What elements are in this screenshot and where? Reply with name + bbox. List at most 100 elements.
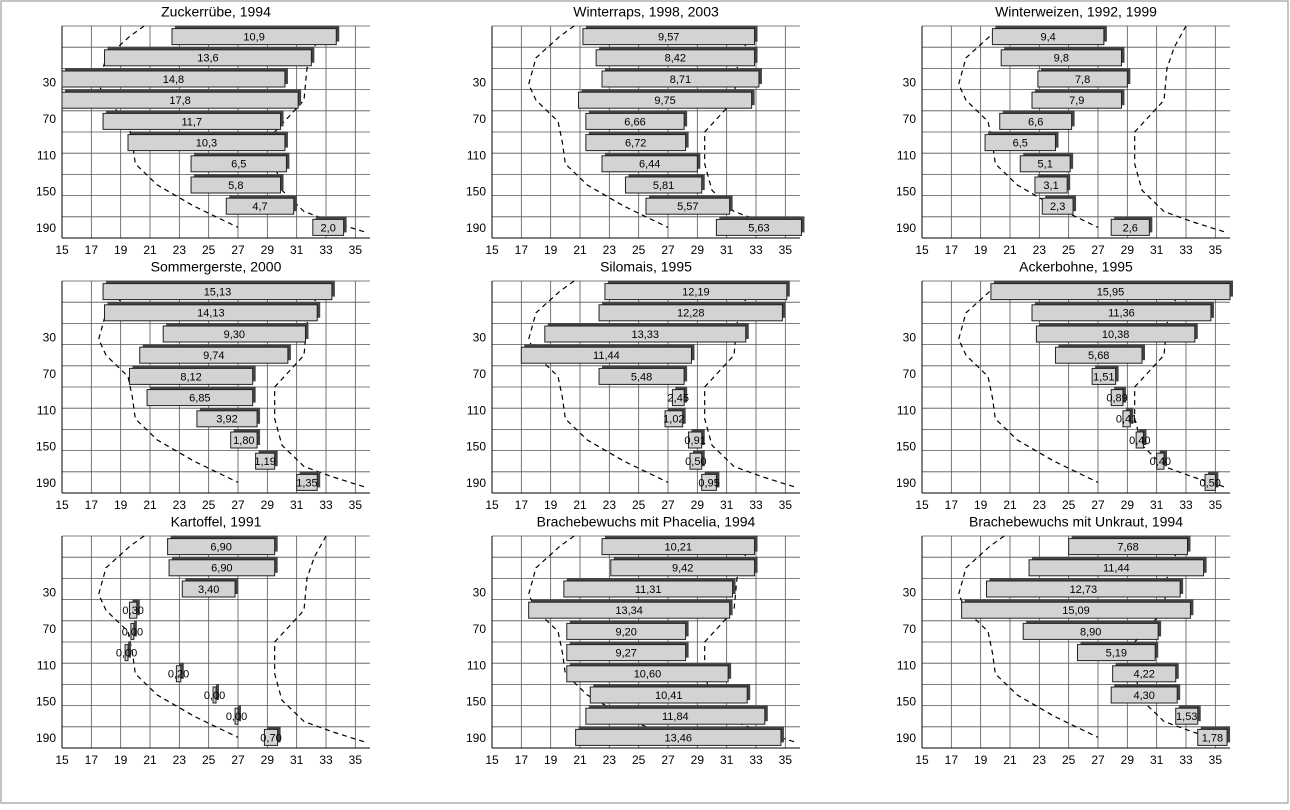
x-tick-label: 23 [1033, 753, 1047, 767]
x-tick-label: 35 [1209, 498, 1223, 512]
value-label: 5,19 [1106, 648, 1127, 660]
x-tick-label: 29 [1121, 753, 1135, 767]
value-label: 6,6 [1028, 116, 1043, 128]
y-tick-label: 110 [467, 148, 486, 162]
x-tick-label: 19 [544, 243, 558, 257]
value-label: 7,9 [1069, 95, 1084, 107]
bar [168, 559, 276, 577]
x-tick-label: 15 [485, 243, 499, 257]
y-tick-label: 190 [896, 221, 916, 235]
y-tick-label: 110 [897, 403, 916, 417]
value-label: 10,41 [655, 690, 683, 702]
value-label: 1,78 [1202, 732, 1223, 744]
y-tick-label: 150 [36, 695, 56, 709]
envelope-line [958, 535, 1099, 738]
x-tick-label: 35 [779, 498, 793, 512]
bar [604, 283, 788, 301]
value-label: 0,91 [684, 435, 705, 447]
y-tick-label: 70 [43, 622, 57, 636]
value-label: 3,40 [198, 584, 219, 596]
bar [312, 218, 345, 236]
bar [1197, 728, 1228, 746]
bar [610, 559, 756, 577]
x-tick-label: 21 [1003, 498, 1017, 512]
value-label: 17,8 [169, 95, 190, 107]
x-tick-label: 19 [974, 498, 988, 512]
value-label: 7,68 [1117, 542, 1138, 554]
x-tick-label: 19 [974, 243, 988, 257]
y-tick-label: 150 [896, 440, 916, 454]
bar [601, 538, 756, 556]
y-tick-label: 30 [473, 75, 487, 89]
value-label: 1,02 [663, 414, 684, 426]
x-tick-label: 23 [1033, 243, 1047, 257]
x-tick-label: 21 [573, 753, 587, 767]
bar [1000, 49, 1122, 67]
x-tick-label: 33 [319, 753, 333, 767]
y-tick-label: 70 [903, 367, 917, 381]
bar [171, 28, 337, 46]
bar [1110, 389, 1124, 407]
value-label: 6,90 [211, 563, 232, 575]
bar [598, 304, 783, 322]
y-tick-label: 70 [903, 622, 917, 636]
x-tick-label: 23 [173, 498, 187, 512]
x-tick-label: 25 [632, 753, 646, 767]
value-label: 1,35 [296, 477, 317, 489]
x-tick-label: 15 [485, 753, 499, 767]
value-label: 4,22 [1133, 669, 1154, 681]
value-label: 2,45 [668, 393, 689, 405]
y-tick-label: 30 [903, 330, 917, 344]
x-tick-label: 23 [173, 243, 187, 257]
bar [1091, 367, 1117, 385]
x-tick-label: 31 [720, 243, 734, 257]
value-label: 0,00 [122, 626, 143, 638]
x-tick-label: 35 [349, 498, 363, 512]
bar [601, 70, 760, 88]
x-tick-label: 17 [945, 498, 959, 512]
bar [124, 644, 129, 662]
value-label: 6,85 [189, 393, 210, 405]
x-tick-label: 25 [632, 243, 646, 257]
x-tick-label: 21 [143, 498, 157, 512]
x-tick-label: 31 [290, 753, 304, 767]
value-label: 0,40 [1150, 456, 1171, 468]
value-label: 5,68 [1088, 350, 1109, 362]
value-label: 5,8 [228, 180, 243, 192]
panel: Brachebewuchs mit Unkraut, 1994 15 17 19 21 2… [896, 514, 1231, 767]
bar-shadow [216, 684, 219, 700]
envelope-line [1134, 25, 1228, 234]
value-label: 10,9 [243, 32, 264, 44]
value-label: 6,66 [624, 116, 645, 128]
x-tick-label: 29 [261, 753, 275, 767]
x-tick-label: 21 [143, 243, 157, 257]
x-tick-label: 35 [1209, 243, 1223, 257]
value-label: 12,28 [677, 308, 705, 320]
x-tick-label: 35 [779, 753, 793, 767]
bar [127, 134, 286, 152]
value-label: 6,5 [1013, 138, 1028, 150]
y-tick-label: 30 [43, 585, 57, 599]
value-label: 15,13 [204, 287, 232, 299]
x-tick-label: 17 [515, 753, 529, 767]
chart-title: Silomais, 1995 [600, 259, 692, 275]
bar [1076, 644, 1156, 662]
panel: Sommergerste, 2000 15 17 19 21 23 25 27 29 31 33 35… [36, 259, 370, 512]
bar [991, 28, 1105, 46]
value-label: 11,44 [593, 350, 620, 362]
chart-title: Winterraps, 1998, 2003 [573, 4, 719, 20]
y-tick-label: 150 [466, 695, 486, 709]
x-tick-label: 15 [55, 243, 69, 257]
bar [1022, 622, 1159, 640]
bar [1037, 70, 1128, 88]
envelope-line [958, 25, 1099, 228]
value-label: 9,42 [672, 563, 693, 575]
value-label: 15,95 [1097, 287, 1125, 299]
bar-shadow [128, 641, 131, 658]
bar [230, 431, 258, 449]
envelope-line [98, 535, 239, 738]
x-tick-label: 29 [1121, 498, 1135, 512]
y-tick-label: 150 [36, 440, 56, 454]
bar [255, 452, 276, 470]
